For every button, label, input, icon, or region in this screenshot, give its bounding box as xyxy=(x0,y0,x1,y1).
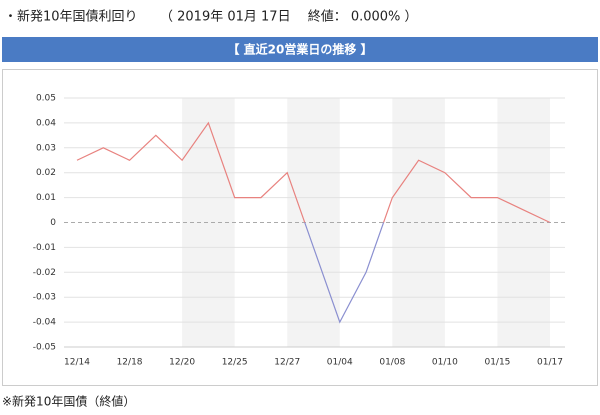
footnote: ※新発10年国債（終値） xyxy=(2,394,135,409)
x-tick-label: 01/17 xyxy=(537,358,563,368)
y-tick-label: -0.03 xyxy=(33,293,56,303)
y-tick-label: -0.05 xyxy=(33,343,56,353)
x-tick-label: 12/27 xyxy=(274,358,300,368)
header-title: ・新発10年国債利回り xyxy=(4,9,138,25)
x-tick-label: 01/04 xyxy=(327,358,353,368)
y-tick-label: 0.05 xyxy=(36,94,56,104)
y-tick-label: 0.01 xyxy=(36,193,56,203)
x-tick-label: 01/10 xyxy=(432,358,458,368)
x-tick-label: 12/18 xyxy=(117,358,143,368)
x-tick-label: 12/25 xyxy=(222,358,248,368)
title-bar xyxy=(2,37,598,62)
y-tick-label: -0.04 xyxy=(33,318,57,328)
y-tick-label: -0.02 xyxy=(33,268,56,278)
y-tick-label: 0.03 xyxy=(36,143,56,153)
header-detail: （ 2019年 01月 17日 終値： 0.000% ） xyxy=(160,9,418,25)
y-tick-label: -0.01 xyxy=(33,243,56,253)
x-tick-label: 01/08 xyxy=(379,358,405,368)
x-tick-label: 12/14 xyxy=(64,358,90,368)
x-tick-label: 01/15 xyxy=(484,358,510,368)
y-tick-label: 0.04 xyxy=(36,118,56,128)
y-tick-label: 0 xyxy=(50,218,56,228)
chart-title: 【 直近20営業日の推移 】 xyxy=(227,42,372,57)
x-tick-label: 12/20 xyxy=(169,358,195,368)
y-tick-label: 0.02 xyxy=(36,168,56,178)
line xyxy=(76,121,551,324)
